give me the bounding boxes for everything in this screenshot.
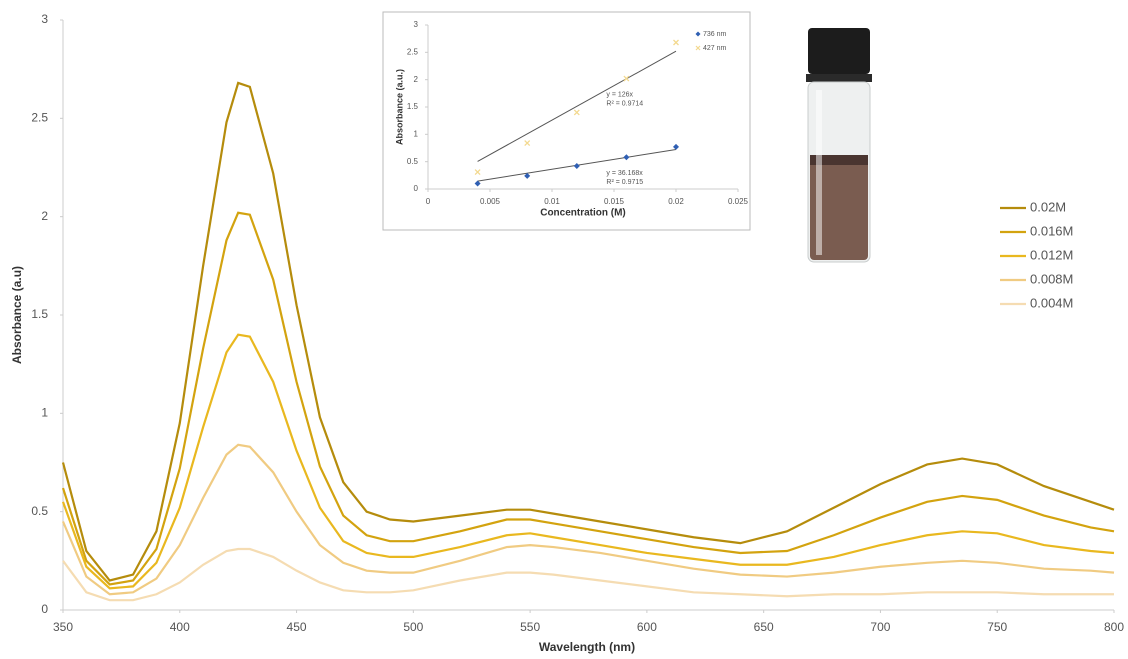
x-tick-label: 400 (170, 620, 190, 634)
legend-label: 0.008M (1030, 271, 1073, 286)
x-tick-label: 500 (403, 620, 423, 634)
y-tick-label: 0.5 (407, 157, 419, 166)
legend-swatch (695, 31, 701, 37)
legend-label: 0.016M (1030, 223, 1073, 238)
data-line (61, 443, 1115, 596)
y-tick-label: 1.5 (31, 307, 48, 321)
x-tick-label: 650 (754, 620, 774, 634)
data-point (623, 154, 630, 161)
x-tick-label: 0.025 (728, 197, 749, 206)
x-axis-label: Wavelength (nm) (539, 640, 635, 654)
trendline-r2: R² = 0.9715 (606, 179, 643, 186)
trendline-equation: y = 126x (606, 92, 633, 99)
y-tick-label: 1 (41, 406, 48, 420)
data-line (61, 333, 1115, 590)
x-tick-label: 0.02 (668, 197, 684, 206)
x-tick-label: 0.01 (544, 197, 560, 206)
data-point (623, 75, 630, 82)
data-point (524, 172, 531, 179)
legend-label: 0.012M (1030, 247, 1073, 262)
legend-label: 736 nm (703, 31, 727, 38)
vial-photo (806, 28, 872, 263)
y-tick-label: 2 (414, 75, 419, 84)
x-tick-label: 350 (53, 620, 73, 634)
trendline-equation: y = 36.168x (606, 170, 643, 177)
x-tick-label: 0 (426, 197, 431, 206)
x-tick-label: 800 (1104, 620, 1124, 634)
legend-label: 427 nm (703, 45, 727, 52)
y-tick-label: 0 (41, 602, 48, 616)
y-tick-label: 3 (41, 12, 48, 26)
x-tick-label: 0.015 (604, 197, 625, 206)
x-tick-label: 450 (287, 620, 307, 634)
y-axis-label: Absorbance (a.u.) (394, 69, 404, 145)
inset-frame (382, 11, 751, 231)
x-tick-label: 600 (637, 620, 657, 634)
data-point (573, 109, 580, 116)
trendline (477, 50, 677, 162)
trendline-r2: R² = 0.9714 (606, 101, 643, 108)
y-axis-label: Absorbance (a.u) (10, 266, 24, 364)
y-tick-label: 2 (41, 209, 48, 223)
y-tick-label: 0 (414, 184, 419, 193)
data-point (524, 140, 531, 147)
y-tick-label: 3 (414, 20, 419, 29)
legend-label: 0.004M (1030, 295, 1073, 310)
x-tick-label: 550 (520, 620, 540, 634)
x-tick-label: 750 (987, 620, 1007, 634)
data-point (673, 143, 679, 150)
data-point (474, 169, 481, 176)
data-point (673, 39, 679, 46)
x-tick-label: 700 (870, 620, 890, 634)
y-tick-label: 2.5 (31, 111, 48, 125)
data-point (573, 163, 580, 170)
y-tick-label: 1 (414, 129, 419, 138)
y-tick-label: 2.5 (407, 47, 419, 56)
y-tick-label: 0.5 (31, 504, 48, 518)
data-line (62, 547, 1114, 602)
data-line (61, 211, 1115, 586)
legend-label: 0.02M (1030, 199, 1066, 214)
y-tick-label: 1.5 (407, 102, 419, 111)
x-tick-label: 0.005 (480, 197, 501, 206)
legend-swatch (695, 45, 701, 51)
x-axis-label: Concentration (M) (540, 208, 626, 219)
data-point (474, 180, 481, 187)
data-line (61, 81, 1115, 582)
